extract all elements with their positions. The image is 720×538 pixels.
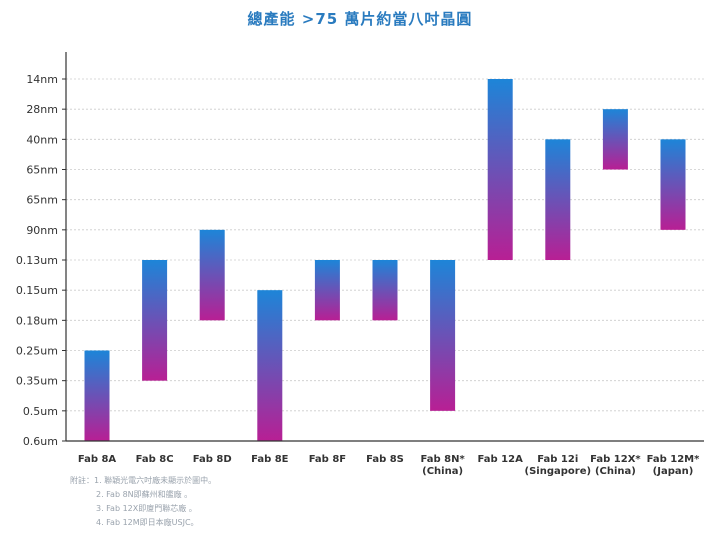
bar bbox=[142, 260, 168, 381]
footnotes: 附註：1. 聯穎光電六吋廠未顯示於圖中。 2. Fab 8N即蘇州和艦廠 。 3… bbox=[70, 474, 216, 530]
x-tick-sublabel: (Singapore) bbox=[525, 466, 592, 477]
bar bbox=[660, 139, 686, 230]
x-tick-label: Fab 8N* bbox=[420, 454, 465, 465]
x-tick-label: Fab 12M* bbox=[647, 454, 701, 465]
x-tick-labels: Fab 8A Fab 8C Fab 8D Fab 8E Fab 8F Fab 8S Fab … bbox=[78, 454, 700, 477]
chart-title: 總產能 >75 萬片約當八吋晶圓 bbox=[247, 10, 473, 28]
x-tick-sublabel: (China) bbox=[422, 466, 463, 477]
y-tick-label: 28nm bbox=[26, 103, 58, 116]
x-tick-label: Fab 8F bbox=[309, 454, 346, 465]
bar bbox=[199, 229, 225, 321]
y-tick-label: 90nm bbox=[26, 224, 58, 237]
y-tick-label: 0.5um bbox=[23, 405, 58, 418]
bar bbox=[314, 260, 340, 321]
x-tick-label: Fab 8A bbox=[78, 454, 117, 465]
y-tick-label: 0.18um bbox=[16, 314, 58, 327]
x-tick-label: Fab 8D bbox=[193, 454, 232, 465]
footnote: 4. Fab 12M即日本廠USJC。 bbox=[96, 518, 199, 527]
y-tick-label: 0.25um bbox=[16, 345, 58, 358]
axes bbox=[65, 52, 704, 442]
footnote: 附註：1. 聯穎光電六吋廠未顯示於圖中。 bbox=[70, 476, 217, 485]
bar bbox=[257, 290, 283, 441]
bar bbox=[545, 139, 571, 260]
y-tick-labels: 14nm 28nm 40nm 65nm 65nm 90nm 0.13um 0.15um 0.18… bbox=[16, 73, 66, 448]
y-tick-label: 0.35um bbox=[16, 375, 58, 388]
y-tick-label: 65nm bbox=[26, 164, 58, 177]
bars bbox=[84, 79, 686, 441]
x-tick-label: Fab 8E bbox=[251, 454, 289, 465]
bar bbox=[372, 260, 398, 321]
bar bbox=[430, 260, 456, 411]
y-tick-label: 0.15um bbox=[16, 284, 58, 297]
bar bbox=[487, 79, 513, 260]
y-tick-label: 0.13um bbox=[16, 254, 58, 267]
footnote: 2. Fab 8N即蘇州和艦廠 。 bbox=[96, 490, 193, 499]
x-tick-label: Fab 12A bbox=[478, 454, 524, 465]
x-tick-label: Fab 12i bbox=[537, 454, 578, 465]
x-tick-label: Fab 8S bbox=[366, 454, 404, 465]
y-tick-label: 65nm bbox=[26, 194, 58, 207]
y-tick-label: 0.6um bbox=[23, 435, 58, 448]
footnote: 3. Fab 12X即廈門聯芯廠 。 bbox=[96, 504, 197, 513]
x-tick-sublabel: (Japan) bbox=[653, 466, 694, 477]
y-tick-label: 14nm bbox=[26, 73, 58, 86]
x-tick-label: Fab 12X* bbox=[590, 454, 641, 465]
x-tick-label: Fab 8C bbox=[136, 454, 174, 465]
x-tick-sublabel: (China) bbox=[595, 466, 636, 477]
y-tick-label: 40nm bbox=[26, 133, 58, 146]
bar bbox=[602, 109, 628, 170]
bar bbox=[84, 350, 110, 441]
